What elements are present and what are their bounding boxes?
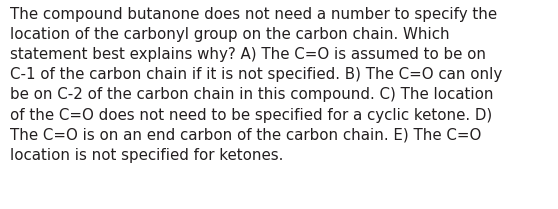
Text: The compound butanone does not need a number to specify the
location of the carb: The compound butanone does not need a nu… — [10, 7, 502, 163]
